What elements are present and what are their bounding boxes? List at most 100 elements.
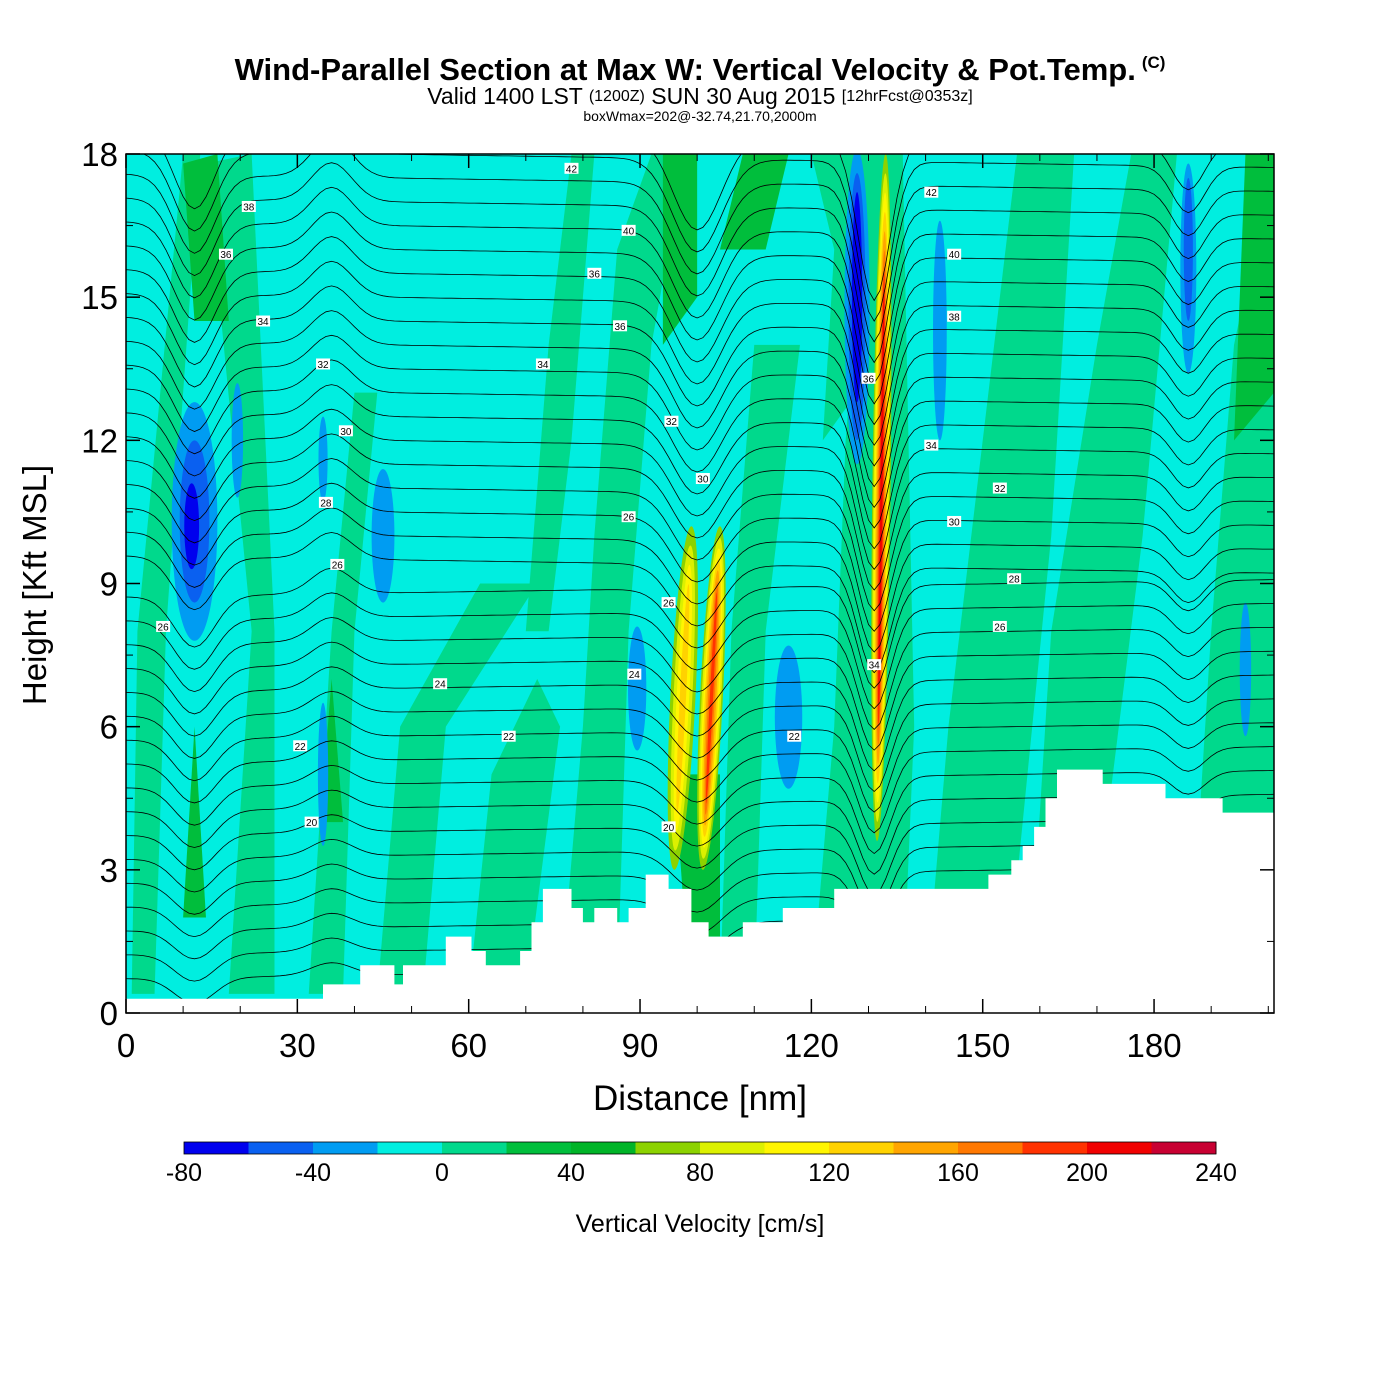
downdraft-cell	[933, 220, 947, 441]
contour-label: 28	[1007, 573, 1022, 586]
x-tick-label: 0	[117, 1027, 135, 1064]
contour-label: 20	[661, 821, 676, 834]
colorbar-bin	[1087, 1142, 1152, 1154]
contour-label: 32	[316, 358, 331, 371]
contour-label-bg	[330, 558, 345, 570]
copyright-mark: (C)	[1141, 53, 1166, 72]
updraft-band	[377, 583, 538, 994]
theta-contour	[126, 162, 1274, 364]
theta-contour	[126, 641, 1274, 751]
contour-label: 32	[664, 415, 679, 428]
contour-label: 38	[947, 310, 962, 323]
contour-label: 34	[867, 659, 882, 672]
contour-label: 20	[304, 816, 319, 829]
contour-label-bg	[695, 473, 710, 485]
chart-subtitle: boxWmax=202@-32.74,21.70,2000m	[583, 108, 817, 124]
downdraft-cell	[628, 626, 647, 751]
contour-label-bg	[867, 659, 882, 671]
updraft-band	[308, 392, 378, 994]
theta-contour	[126, 740, 1274, 834]
forecast-info: [12hrFcst@0353z]	[841, 88, 973, 105]
updraft-band	[719, 344, 800, 994]
colorbar-bin	[958, 1142, 1023, 1154]
contour-label: 36	[613, 320, 628, 333]
contour-label-bg	[613, 320, 628, 332]
theta-contour	[126, 310, 1274, 488]
theta-contour	[126, 532, 1274, 674]
contour-label-bg	[664, 415, 679, 427]
contour-label: 42	[924, 186, 939, 199]
contour-label-text: 34	[258, 317, 270, 328]
x-tick-label: 60	[450, 1027, 487, 1064]
contour-label: 32	[992, 482, 1007, 495]
contour-label-bg	[501, 730, 516, 742]
contour-label-text: 36	[863, 374, 875, 385]
theta-contour	[126, 260, 1274, 446]
chart-title: Wind-Parallel Section at Max W: Vertical…	[0, 52, 1400, 88]
colorbar-tick-label: 80	[686, 1159, 714, 1187]
colorbar-tick-label: -40	[295, 1159, 331, 1187]
x-tick-label: 150	[955, 1027, 1010, 1064]
colorbar-tick-label: 40	[557, 1159, 585, 1187]
x-tick-label: 30	[279, 1027, 316, 1064]
y-tick-label: 0	[100, 995, 118, 1032]
contour-label-text: 32	[666, 417, 678, 428]
contour-label-bg	[256, 315, 271, 327]
contour-label-bg	[218, 248, 233, 260]
contour-label-bg	[621, 511, 636, 523]
theta-contour	[126, 384, 1274, 550]
contour-label-bg	[992, 620, 1007, 632]
contour-label-text: 34	[869, 661, 881, 672]
colorbar-bin	[893, 1142, 959, 1154]
contour-label-text: 24	[435, 680, 447, 691]
contour-label-bg	[621, 224, 636, 236]
contour-label-text: 28	[320, 498, 332, 509]
contour-label-bg	[564, 162, 579, 174]
contour-label-bg	[241, 200, 256, 212]
colorbar-bin	[635, 1142, 701, 1154]
contour-label-text: 38	[949, 312, 961, 323]
x-axis-label: Distance [nm]	[593, 1079, 807, 1118]
valid-zulu: (1200Z)	[588, 88, 645, 105]
contour-label-text: 22	[295, 742, 307, 753]
y-tick-label: 3	[100, 852, 118, 889]
contour-label-bg	[293, 740, 308, 752]
colorbar-bin	[700, 1142, 765, 1154]
contour-label-bg	[787, 730, 802, 742]
theta-contour	[126, 186, 1274, 384]
contour-label-text: 20	[663, 823, 675, 834]
contour-label-text: 38	[243, 202, 255, 213]
contour-label: 36	[587, 267, 602, 280]
colorbar-bin	[442, 1142, 507, 1154]
downdraft-cell	[317, 702, 329, 846]
contour-label-bg	[661, 821, 676, 833]
theta-contour	[126, 715, 1274, 813]
y-axis-label: Height [Kft MSL]	[16, 465, 53, 705]
updraft-core	[878, 289, 885, 706]
contour-label-bg	[338, 425, 353, 437]
contour-label-text: 36	[220, 250, 232, 261]
contour-label-bg	[433, 678, 448, 690]
downdraft-cell	[1183, 177, 1193, 322]
contour-label-text: 40	[949, 250, 961, 261]
downdraft-cell	[231, 383, 244, 498]
contour-label-text: 22	[789, 732, 801, 743]
contour-label-bg	[992, 482, 1007, 494]
theta-contour	[126, 211, 1274, 405]
colorbar-bin	[764, 1142, 830, 1154]
contour-label-text: 24	[629, 670, 641, 681]
theta-contour	[126, 482, 1274, 632]
colorbar-tick-label: 120	[808, 1159, 850, 1187]
contour-label: 40	[947, 248, 962, 261]
contour-label-text: 30	[340, 427, 352, 438]
contour-label-bg	[861, 372, 876, 384]
colorbar-bin	[248, 1142, 314, 1154]
contour-label-bg	[318, 496, 333, 508]
contour-label: 26	[661, 597, 676, 610]
colorbar-bin	[184, 1142, 249, 1154]
contour-label-text: 36	[589, 269, 601, 280]
colorbar-bin	[829, 1142, 894, 1154]
contour-label-text: 20	[306, 818, 318, 829]
colorbar-frame	[183, 1141, 1217, 1155]
updraft-band	[525, 154, 595, 632]
